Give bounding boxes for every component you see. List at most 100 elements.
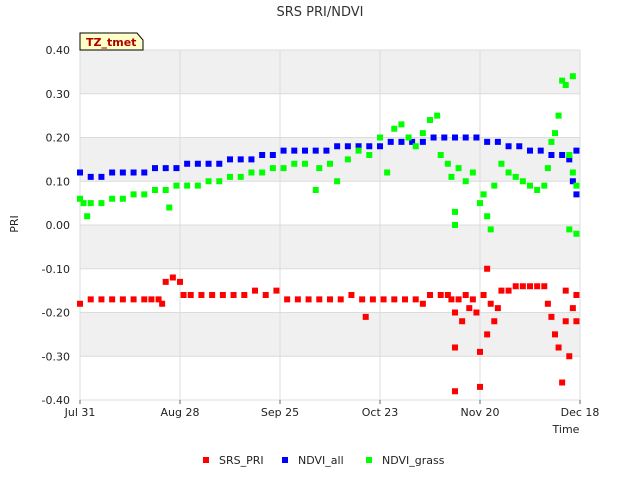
data-point [209, 292, 216, 298]
data-point [494, 138, 501, 145]
data-point [484, 138, 491, 145]
data-point [355, 147, 362, 154]
data-point [162, 187, 169, 193]
data-point [252, 287, 258, 294]
data-point [312, 147, 319, 154]
data-point [477, 348, 483, 355]
data-point [248, 169, 255, 176]
legend-label: NDVI_all [298, 454, 344, 467]
data-point [77, 195, 83, 202]
data-point [173, 182, 180, 189]
x-tick-label: Jul 31 [64, 406, 96, 419]
data-point [559, 379, 566, 386]
data-point [573, 191, 580, 198]
data-point [380, 296, 387, 303]
data-point [573, 182, 580, 189]
data-point [566, 152, 573, 158]
data-point [387, 138, 394, 145]
data-point [205, 160, 212, 167]
data-point [262, 292, 269, 298]
plot-band [80, 137, 580, 182]
data-point [452, 208, 458, 215]
data-point [398, 138, 405, 145]
data-point [237, 156, 244, 163]
data-point [280, 165, 287, 172]
x-axis-label: Time [552, 423, 580, 436]
data-point [548, 313, 555, 320]
data-point [537, 147, 544, 154]
x-tick-label: Aug 28 [161, 406, 200, 419]
data-point [216, 178, 223, 185]
data-point [152, 165, 158, 172]
data-point [141, 169, 148, 176]
data-point [462, 134, 469, 141]
data-point [484, 331, 491, 338]
data-point [452, 344, 458, 351]
x-tick-label: Dec 18 [561, 406, 600, 419]
station-badge-label: TZ_tmet [86, 36, 136, 49]
data-point [198, 292, 205, 298]
data-point [291, 147, 298, 154]
data-point [173, 165, 180, 172]
data-point [194, 160, 201, 167]
y-axis-label: PRI [8, 215, 21, 233]
data-point [448, 296, 455, 303]
data-point [452, 388, 458, 395]
data-point [487, 226, 494, 233]
data-point [359, 296, 366, 303]
data-point [344, 156, 351, 163]
data-point [269, 165, 276, 172]
data-point [323, 147, 330, 154]
data-point [473, 309, 480, 316]
data-point [305, 296, 312, 303]
data-point [327, 296, 333, 303]
data-point [98, 173, 105, 180]
data-point [219, 292, 226, 298]
data-point [366, 152, 373, 158]
series-ndvi-grass [77, 73, 580, 237]
data-point [484, 213, 491, 220]
data-point [98, 296, 105, 303]
data-point [162, 278, 169, 285]
y-tick-label: -0.40 [42, 394, 70, 407]
chart-title: SRS PRI/NDVI [277, 5, 364, 20]
y-tick-label: -0.30 [42, 350, 70, 363]
data-point [569, 305, 576, 312]
data-point [505, 169, 512, 176]
data-point [141, 296, 148, 303]
y-axis-ticks: 0.40 0.30 0.20 0.10 0.00 -0.10 -0.20 -0.30 -0.40 [42, 44, 70, 407]
data-point [491, 318, 498, 325]
data-point [294, 296, 301, 303]
data-point [552, 331, 558, 338]
data-point [355, 143, 362, 150]
data-point [452, 222, 458, 228]
data-point [348, 292, 355, 298]
data-point [84, 213, 91, 220]
data-point [377, 143, 383, 150]
data-point [159, 300, 166, 307]
x-tick-label: Nov 20 [461, 406, 500, 419]
legend-item: SRS_PRI [203, 454, 264, 467]
data-point [259, 169, 266, 176]
data-point [87, 296, 94, 303]
x-tick-label: Sep 25 [261, 406, 299, 419]
data-points [77, 73, 580, 395]
data-point [177, 278, 183, 285]
data-point [505, 143, 512, 150]
data-point [109, 169, 116, 176]
data-point [452, 309, 458, 316]
data-point [87, 173, 94, 180]
data-point [152, 187, 158, 193]
data-point [462, 292, 469, 298]
data-point [459, 318, 466, 325]
data-point [334, 178, 341, 185]
data-point [555, 344, 562, 351]
data-point [362, 313, 369, 320]
data-point [227, 173, 233, 180]
data-point [569, 178, 576, 185]
plot-band [80, 50, 580, 94]
legend-item: NDVI_grass [366, 454, 445, 467]
legend-swatch [366, 457, 372, 463]
data-point [473, 134, 480, 141]
data-point [130, 169, 137, 176]
